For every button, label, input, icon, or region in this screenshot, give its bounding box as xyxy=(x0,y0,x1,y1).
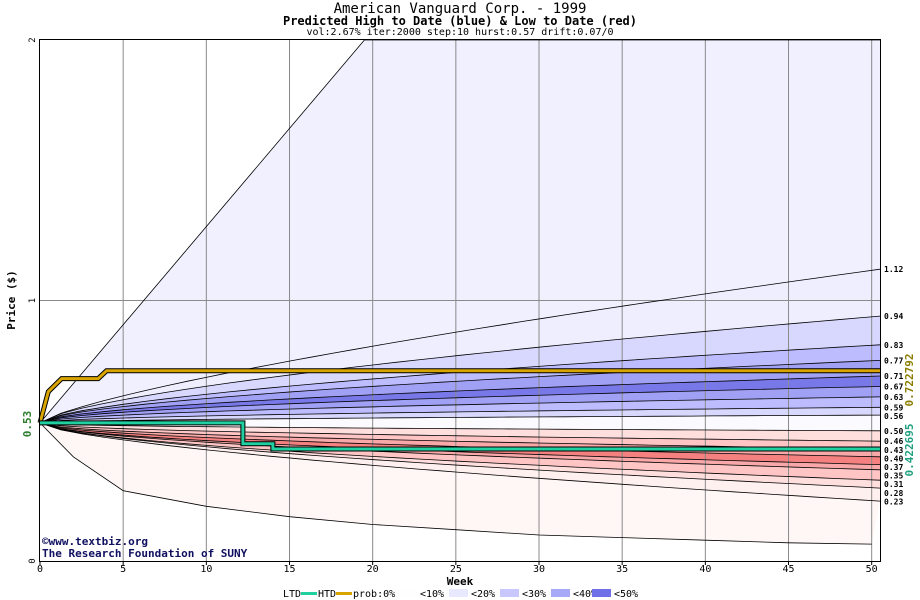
legend-bin-swatch-2 xyxy=(500,589,519,597)
quantile-label-1.12: 1.12 xyxy=(884,265,903,274)
chart-subtitle: Predicted High to Date (blue) & Low to D… xyxy=(282,14,637,28)
quantile-label-0.40: 0.40 xyxy=(884,454,903,463)
ltd-final-value-label: 0.422695 xyxy=(903,424,916,477)
quantile-line-0.56 xyxy=(39,414,881,424)
quantile-label-0.94: 0.94 xyxy=(884,312,903,321)
quantile-line-0.46 xyxy=(39,422,881,442)
probability-bands xyxy=(40,40,880,545)
quantile-line-0.5 xyxy=(39,422,881,432)
x-tick-label-45: 45 xyxy=(782,564,794,575)
band-high-2 xyxy=(40,344,880,423)
series-htd-line xyxy=(38,369,880,424)
y-tick-label-2: 2 xyxy=(28,37,38,42)
watermark-org: The Research Foundation of SUNY xyxy=(42,547,248,560)
legend-bin-label-3: <40% xyxy=(573,589,597,600)
band-high-3 xyxy=(40,360,880,423)
axis-ticks: 0 5 10 15 20 25 30 35 40 45 50 0 1 2 xyxy=(28,37,878,575)
series-lines xyxy=(37,368,880,452)
plot-frame xyxy=(39,39,881,562)
quantile-label-0.28: 0.28 xyxy=(884,489,903,498)
chart-title: American Vanguard Corp. - 1999 xyxy=(333,1,587,17)
series-ltd-line xyxy=(40,421,880,451)
quantile-line-0.59 xyxy=(39,406,881,424)
quantile-line-0.31 xyxy=(39,422,881,481)
quantile-label-0.23: 0.23 xyxy=(884,497,903,506)
band-low-outer xyxy=(40,422,880,545)
x-tick-label-50: 50 xyxy=(866,564,878,575)
quantile-label-0.35: 0.35 xyxy=(884,472,903,481)
band-high-outer xyxy=(40,40,880,423)
y-tick-label-1: 1 xyxy=(28,298,38,303)
quantile-label-0.77: 0.77 xyxy=(884,356,903,365)
legend-bin-label-0: <10% xyxy=(420,589,444,600)
band-low-3 xyxy=(40,422,880,465)
band-low-4 xyxy=(40,422,880,470)
quantile-line-1.12 xyxy=(39,268,881,424)
legend-prob-label: prob:0% xyxy=(353,589,395,600)
legend-bin-swatch-1 xyxy=(449,589,468,597)
htd-final-value-label: 0.722792 xyxy=(903,354,916,407)
quantile-label-0.67: 0.67 xyxy=(884,382,903,391)
legend-bin-label-1: <20% xyxy=(471,589,495,600)
quantile-label-0.56: 0.56 xyxy=(884,412,903,421)
min-envelope-line xyxy=(39,422,872,545)
quantile-label-0.83: 0.83 xyxy=(884,341,903,350)
x-tick-label-10: 10 xyxy=(200,564,212,575)
x-tick-label-25: 25 xyxy=(450,564,462,575)
x-tick-label-30: 30 xyxy=(533,564,545,575)
band-low-7 xyxy=(40,422,880,502)
quantile-label-0.43: 0.43 xyxy=(884,446,903,455)
quantile-line-0.23 xyxy=(39,422,881,502)
quantile-line-0.37 xyxy=(39,422,881,465)
x-axis-label: Week xyxy=(447,575,474,588)
quantile-line-0.71 xyxy=(39,375,881,424)
legend-bin-label-2: <30% xyxy=(522,589,546,600)
y-tick-label-0: 0 xyxy=(28,558,38,563)
quantile-value-labels: 1.12 0.94 0.83 0.77 0.710.67 0.630.590.56 0.50… xyxy=(884,265,903,506)
legend: LTD HTD prob:0% <10% <20% <30% <40% <50% xyxy=(283,589,638,600)
simulation-params: vol:2.67% iter:2000 step:10 hurst:0.57 d… xyxy=(306,27,614,38)
start-price-label: 0.53 xyxy=(21,411,34,438)
quantile-label-0.59: 0.59 xyxy=(884,403,903,412)
band-high-0 xyxy=(40,269,880,423)
band-low-5 xyxy=(40,422,880,481)
band-high-4 xyxy=(40,376,880,423)
quantile-line-0.94 xyxy=(39,315,881,424)
x-tick-label-40: 40 xyxy=(699,564,711,575)
quantile-label-0.37: 0.37 xyxy=(884,463,903,472)
quantile-label-0.71: 0.71 xyxy=(884,372,903,381)
legend-bin-swatch-4 xyxy=(592,589,611,597)
x-tick-label-5: 5 xyxy=(120,564,126,575)
quantile-line-0.63 xyxy=(39,396,881,424)
band-high-6 xyxy=(40,396,880,423)
x-tick-label-20: 20 xyxy=(367,564,379,575)
quantile-label-0.46: 0.46 xyxy=(884,437,903,446)
quantile-line-0.67 xyxy=(39,386,881,424)
legend-ltd-label: LTD xyxy=(283,589,301,600)
x-tick-label-15: 15 xyxy=(283,564,295,575)
grid-lines xyxy=(40,40,880,561)
legend-htd-label: HTD xyxy=(318,589,336,600)
watermark-url: ©www.textbiz.org xyxy=(42,535,148,548)
x-tick-label-35: 35 xyxy=(616,564,628,575)
legend-htd-swatch xyxy=(336,592,352,595)
legend-bin-swatch-0 xyxy=(398,589,417,597)
quantile-label-0.63: 0.63 xyxy=(884,393,903,402)
legend-bin-swatch-3 xyxy=(551,589,570,597)
quantile-label-0.31: 0.31 xyxy=(884,480,903,489)
quantile-line-0.77 xyxy=(39,360,881,424)
quantile-label-0.50: 0.50 xyxy=(884,427,903,436)
x-tick-label-0: 0 xyxy=(37,564,43,575)
legend-bin-label-4: <50% xyxy=(614,589,638,600)
quantile-line-0.28 xyxy=(39,422,881,489)
y-axis-label: Price ($) xyxy=(5,270,18,330)
quantile-line-0.35 xyxy=(39,422,881,471)
legend-ltd-swatch xyxy=(301,592,317,595)
